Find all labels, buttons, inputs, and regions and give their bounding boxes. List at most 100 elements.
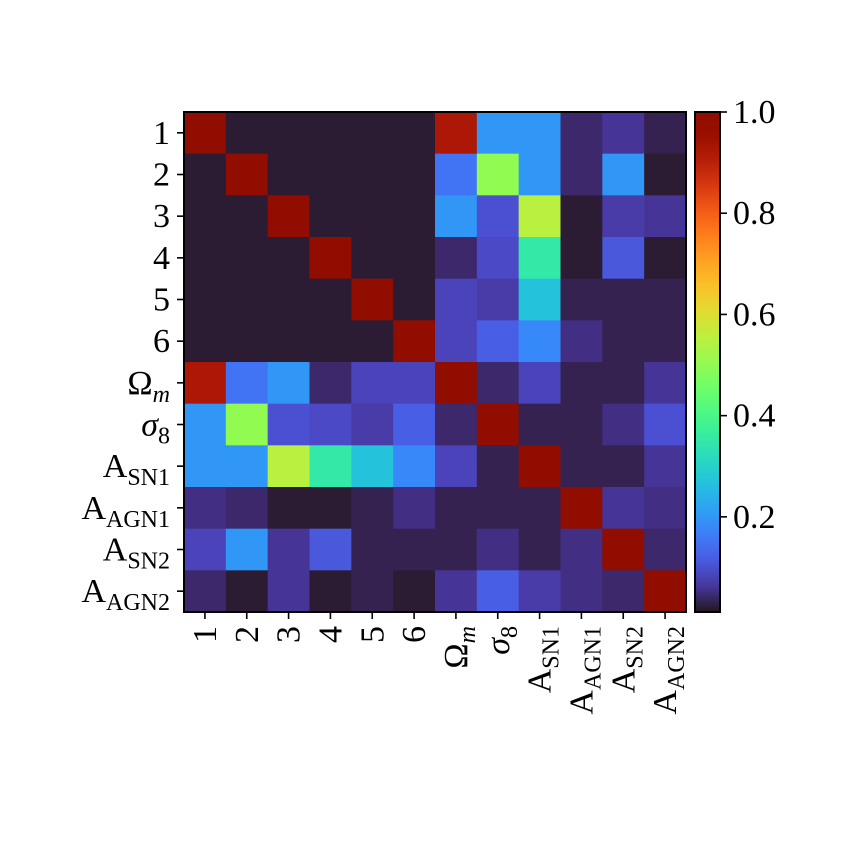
heatmap-cell	[518, 195, 561, 238]
heatmap-cell	[309, 237, 352, 280]
category-label: ASN1	[103, 448, 170, 491]
heatmap-cell	[309, 403, 352, 446]
heatmap-cell	[644, 445, 687, 488]
heatmap-cell	[518, 153, 561, 196]
heatmap-cell	[393, 237, 436, 280]
heatmap-cell	[351, 195, 394, 238]
heatmap-cell	[351, 278, 394, 321]
label-subscript: 8	[158, 424, 170, 450]
heatmap-cell	[518, 278, 561, 321]
y-label-group: Ωm	[127, 365, 170, 408]
heatmap-cell	[476, 570, 520, 613]
label-main: A	[81, 573, 106, 610]
y-label-group: ASN2	[103, 532, 170, 575]
heatmap-cell	[309, 320, 352, 363]
heatmap-cell	[267, 528, 310, 571]
y-label-group: AAGN1	[81, 490, 170, 533]
heatmap-cell	[560, 195, 603, 238]
heatmap-cell	[184, 487, 227, 530]
label-subscript: m	[153, 382, 170, 408]
label-main: 1	[187, 626, 224, 643]
heatmap-cell	[351, 570, 394, 613]
heatmap-cell	[184, 528, 227, 571]
y-label-group: 2	[153, 157, 170, 194]
heatmap-cell	[435, 487, 478, 530]
x-label-group: 5	[354, 626, 391, 643]
heatmap-cell	[602, 153, 645, 196]
heatmap-cell	[351, 528, 394, 571]
heatmap-cell	[476, 362, 520, 405]
category-label: ASN2	[103, 532, 170, 575]
label-main: A	[103, 448, 128, 485]
colorbar-tick-label: 1.0	[733, 94, 776, 131]
label-main: 6	[153, 323, 170, 360]
heatmap-cell	[309, 570, 352, 613]
y-label-group: 6	[153, 323, 170, 360]
heatmap-cell	[184, 403, 227, 446]
y-label-group: ASN1	[103, 448, 170, 491]
heatmap-cell	[267, 362, 310, 405]
heatmap-cell	[351, 487, 394, 530]
heatmap-cell	[309, 278, 352, 321]
heatmap-cell	[393, 362, 436, 405]
heatmap-cell	[351, 320, 394, 363]
heatmap-cell	[393, 278, 436, 321]
heatmap-cell	[518, 112, 561, 155]
heatmap-cell	[476, 487, 520, 530]
category-label: AAGN2	[81, 573, 170, 616]
category-label: Ωm	[127, 365, 170, 408]
category-label: ASN2	[605, 626, 648, 693]
x-label-group: 6	[396, 626, 433, 643]
heatmap-cell	[560, 237, 603, 280]
label-subscript: AGN1	[580, 626, 606, 690]
label-subscript: SN2	[622, 626, 648, 669]
heatmap-cell	[476, 320, 520, 363]
heatmap-cell	[602, 528, 645, 571]
heatmap-cell	[393, 320, 436, 363]
x-label-group: 2	[229, 626, 266, 643]
heatmap-cell	[309, 195, 352, 238]
heatmap-cell	[518, 445, 561, 488]
heatmap-cell	[435, 362, 478, 405]
heatmap-cell	[309, 445, 352, 488]
heatmap-cell	[644, 320, 687, 363]
y-label-group: σ8	[141, 407, 170, 450]
heatmap-cell	[225, 528, 269, 571]
heatmap-cell	[518, 362, 561, 405]
label-main: A	[647, 690, 684, 715]
heatmap-cell	[476, 445, 520, 488]
heatmap-cell	[309, 153, 352, 196]
label-subscript: 8	[497, 626, 523, 638]
label-main: A	[563, 690, 600, 715]
heatmap-cell	[644, 278, 687, 321]
colorbar-tick-label: 0.4	[733, 398, 776, 435]
category-label: AAGN1	[563, 626, 606, 715]
category-label: 6	[153, 323, 170, 360]
heatmap-cell	[560, 278, 603, 321]
heatmap-cell	[393, 528, 436, 571]
category-label: 1	[187, 626, 224, 643]
heatmap-cell	[602, 112, 645, 155]
heatmap-cell	[393, 445, 436, 488]
heatmap-cell	[267, 403, 310, 446]
heatmap-cell	[560, 362, 603, 405]
label-subscript: AGN2	[664, 626, 690, 690]
heatmap-cell	[225, 195, 269, 238]
heatmap-cell	[351, 237, 394, 280]
category-label: 4	[153, 240, 170, 277]
heatmap-cell	[435, 237, 478, 280]
label-main: 5	[153, 282, 170, 319]
heatmap-cell	[560, 112, 603, 155]
heatmap-cell	[560, 320, 603, 363]
label-main: 3	[153, 198, 170, 235]
heatmap-cell	[225, 487, 269, 530]
heatmap-cell	[476, 153, 520, 196]
heatmap-cell	[225, 153, 269, 196]
heatmap-cell	[644, 487, 687, 530]
heatmap-cell	[602, 237, 645, 280]
heatmap-cell	[435, 445, 478, 488]
heatmap-cell	[476, 403, 520, 446]
heatmap-cell	[184, 278, 227, 321]
heatmap-cell	[225, 112, 269, 155]
